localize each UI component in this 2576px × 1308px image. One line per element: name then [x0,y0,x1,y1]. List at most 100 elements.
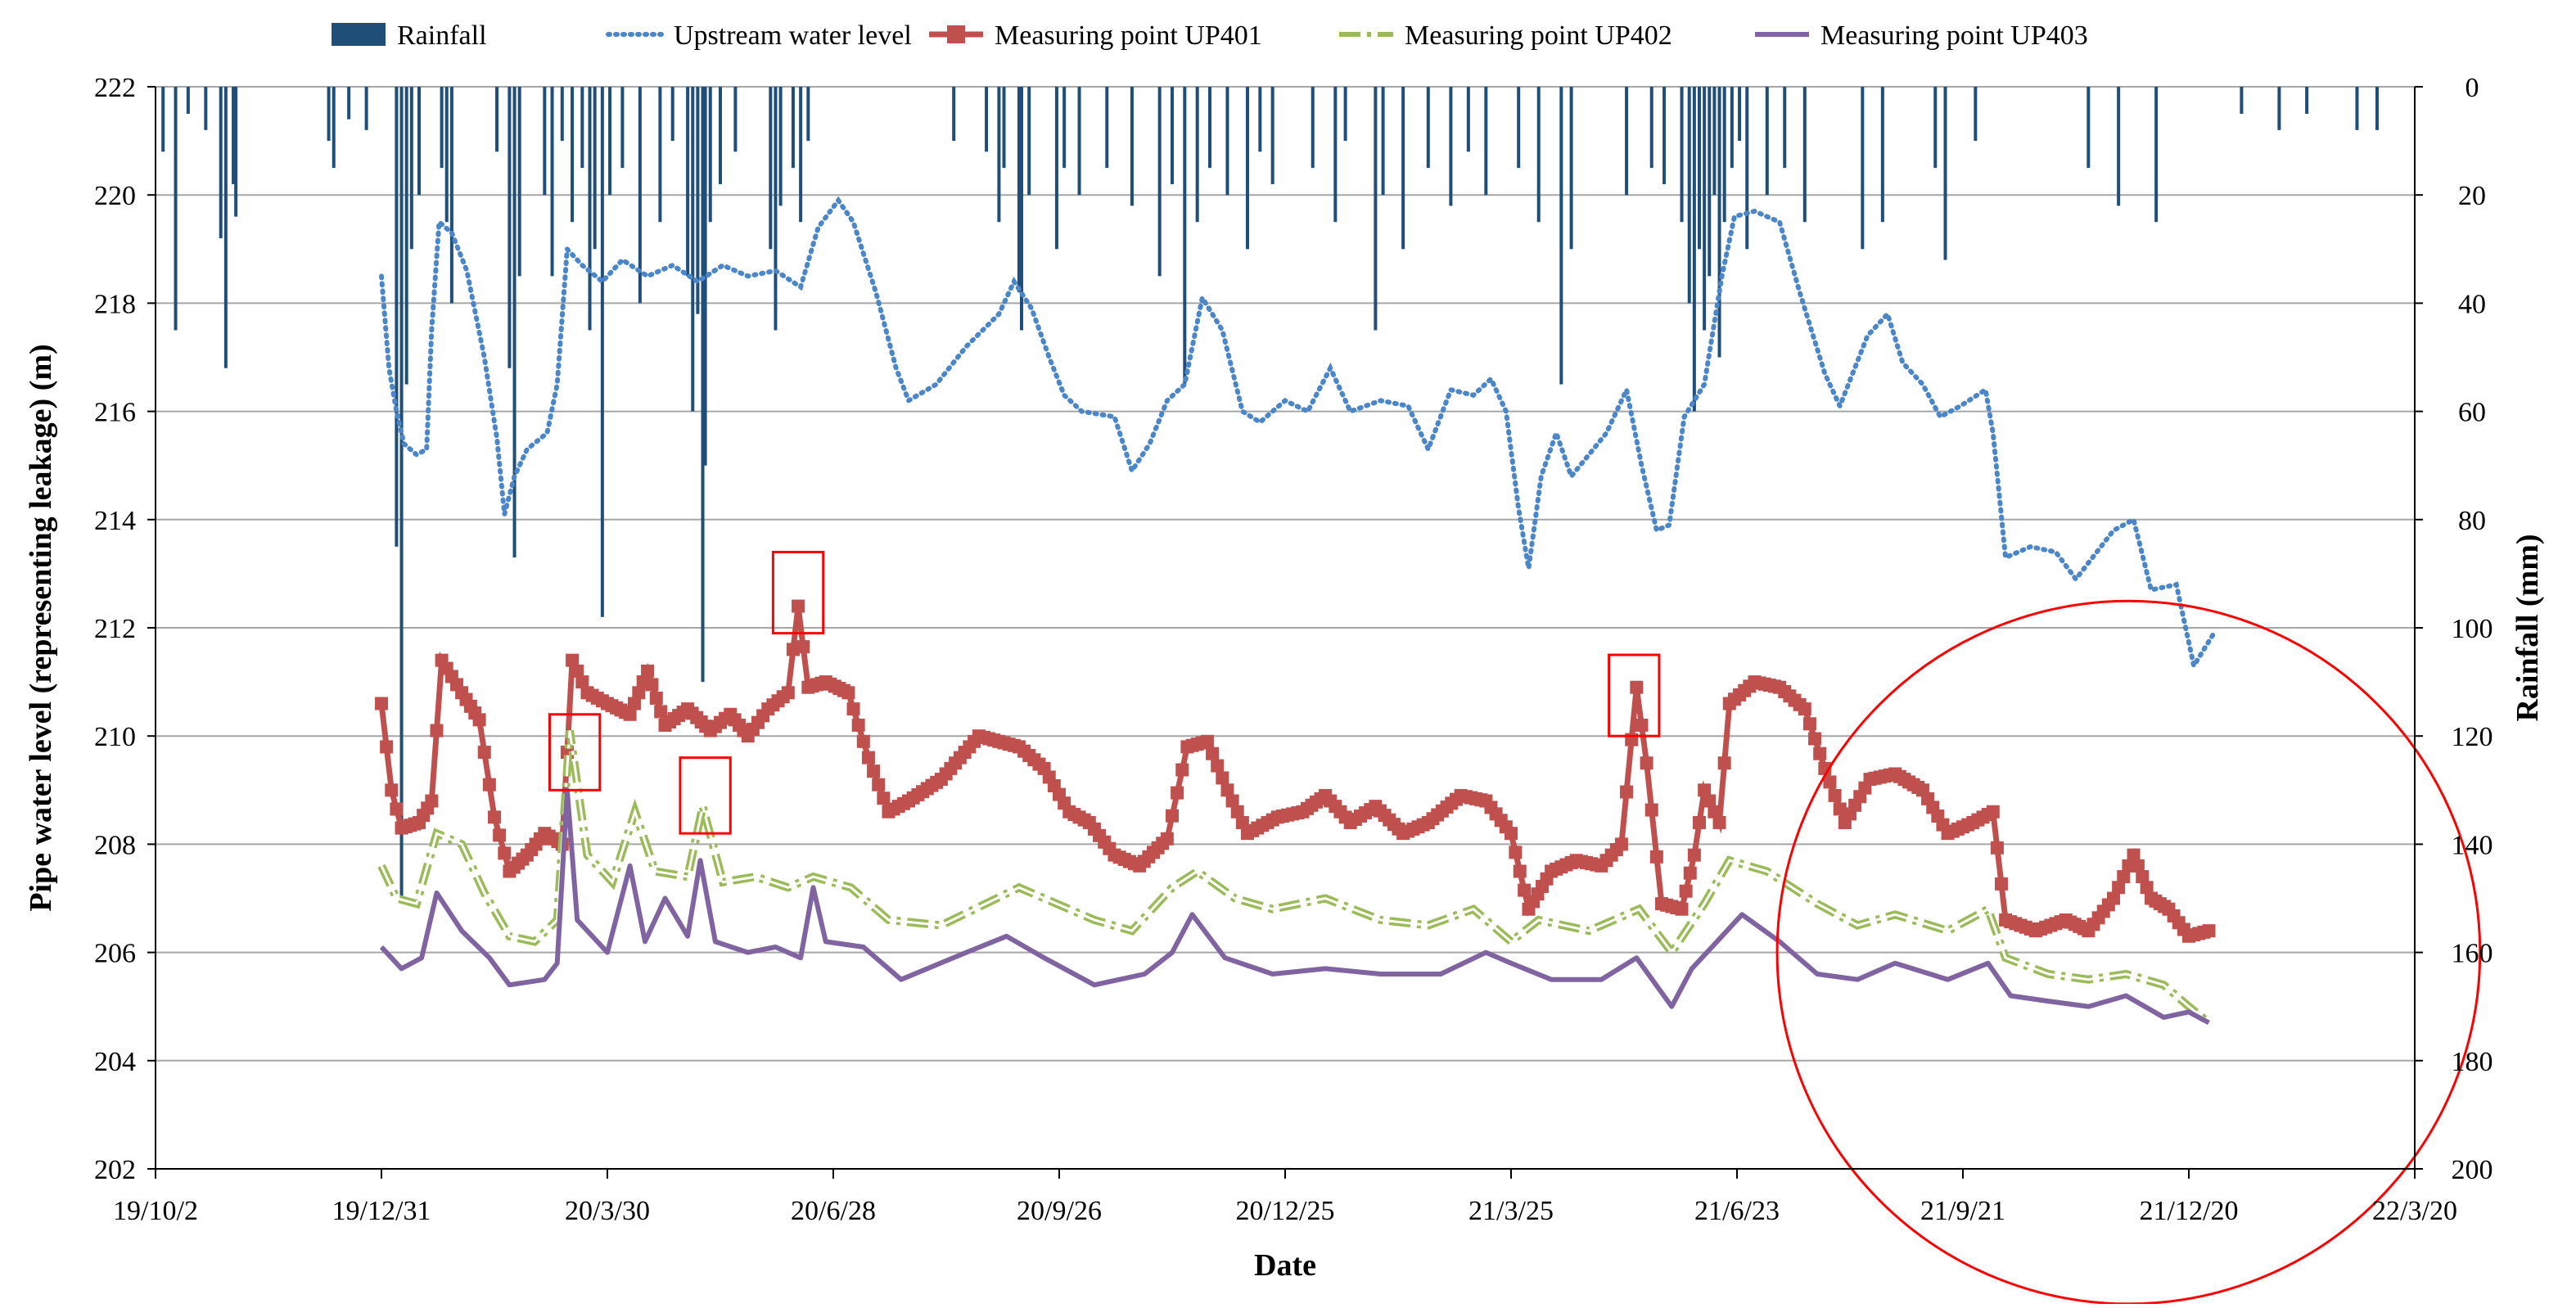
up401-marker [2131,859,2145,873]
rainfall-bar [703,87,707,466]
y2-tick-label: 20 [2458,181,2486,211]
rainfall-bar [670,87,674,142]
rainfall-bar [1687,87,1691,304]
x-tick-label: 22/3/20 [2372,1196,2457,1226]
rainfall-bar [1054,87,1058,250]
rainfall-bar [1559,87,1563,385]
rainfall-bar [658,87,662,223]
up401-marker [1995,877,2009,891]
up401-marker [430,724,444,737]
up401-marker [1225,794,1239,808]
up401-marker [493,828,507,842]
rainfall-bar [1783,87,1787,169]
rainfall-bar [1343,87,1347,142]
legend-symbol-rainfall [332,23,386,46]
up401-marker [1166,809,1179,823]
y-tick-label: 208 [94,830,136,860]
y2-tick-label: 0 [2465,73,2479,103]
rainfall-bar [1974,87,1978,142]
y-tick-label: 210 [94,722,136,752]
up401-marker [1160,832,1174,846]
rainfall-bar [806,87,810,142]
rainfall-bar [2117,87,2121,206]
series-up403 [379,787,2210,1026]
up401-marker [566,653,580,667]
rainfall-bar [1717,87,1721,358]
rainfall-bar [1943,87,1947,260]
legend-label: Measuring point UP401 [995,20,1262,51]
up401-marker [645,678,659,692]
rainfall-bar [588,87,592,331]
up401-marker [1693,815,1706,829]
rainfall-bar [593,87,597,250]
rainfall-bar [1270,87,1274,184]
rainfall-bar [1933,87,1938,169]
up401-marker [851,718,865,732]
x-tick-label: 19/12/31 [332,1196,431,1226]
rainfall-bar [1171,87,1174,184]
rainfall-bar [1225,87,1229,196]
rainfall-bar [1745,87,1749,250]
x-tick-label: 20/9/26 [1017,1196,1102,1226]
rainfall-bar [219,87,223,239]
rainfall-bar [1381,87,1385,196]
rainfall-bar [1722,87,1726,223]
up401-marker [1649,850,1663,864]
up401-marker [2136,870,2150,884]
highlight-box [679,756,732,835]
y2-tick-label: 160 [2452,939,2493,969]
up401-marker [1802,717,1816,731]
up401-marker [1833,802,1847,816]
y2-tick-label: 200 [2452,1155,2493,1185]
legend-item-up401: Measuring point UP401 [929,20,1262,51]
up401-marker [1675,902,1689,916]
x-tick-label: 20/6/28 [791,1196,876,1226]
rainfall-bar [550,87,554,277]
rainfall-bar [997,87,1001,223]
up401-marker [2202,924,2216,938]
up401-marker [867,765,881,778]
rainfall-bar [512,87,517,558]
y2-tick-label: 140 [2452,830,2493,860]
x-tick-label: 19/10/2 [113,1196,198,1226]
rainfall-bar [1449,87,1453,206]
rainfall-bar [1208,87,1211,169]
annotation-layer [548,550,2482,1306]
x-axis-title: Date [1254,1248,1316,1283]
up401-marker [1505,827,1518,841]
up401-marker [786,643,800,656]
rainfall-bar [1374,87,1378,331]
up401-marker [1717,756,1731,770]
y2-tick-label: 80 [2458,506,2486,536]
rainfall-bar [1130,87,1134,206]
rainfall-bar [2305,87,2309,115]
legend-label: Measuring point UP402 [1405,20,1672,51]
y-tick-label: 218 [94,289,136,319]
series-line-upstream [379,196,2217,673]
legend-item-rainfall: Rainfall [332,20,487,51]
y-tick-label: 206 [94,939,136,969]
rainfall-bar [1625,87,1629,196]
series-line-up402-core [380,730,2210,1024]
rainfall-bar [1027,87,1031,196]
x-tick-label: 21/6/23 [1694,1196,1780,1226]
up401-marker [575,675,589,689]
up401-marker [1620,785,1634,799]
rainfall-bar [2087,87,2091,169]
rainfall-bar [1258,87,1262,152]
series-upstream [379,196,2217,673]
series-line-up401 [378,606,2210,940]
up401-marker [1230,805,1244,819]
rainfall-bar [404,87,408,385]
x-tick-label: 21/9/21 [1920,1196,2005,1226]
rainfall-bar [1195,87,1199,223]
up401-marker [1687,848,1701,862]
highlight-box [771,550,825,635]
y-tick-label: 214 [94,506,136,536]
rainfall-bar [1708,87,1712,277]
y2-tick-label: 180 [2452,1047,2493,1077]
rainfall-bar [1466,87,1470,152]
rainfall-bar [495,87,499,152]
legend-item-upstream: Upstream water level [606,20,912,51]
y-tick-label: 222 [94,73,136,103]
